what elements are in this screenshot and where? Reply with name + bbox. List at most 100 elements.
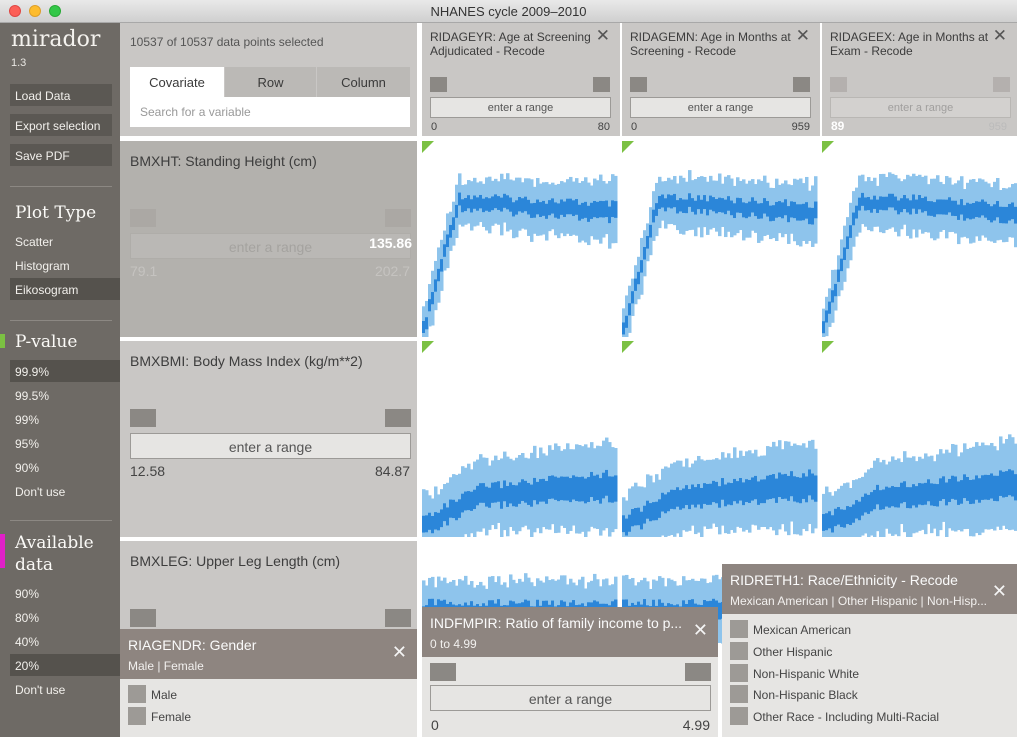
range-max-handle[interactable] bbox=[593, 77, 610, 92]
load-data-button[interactable]: Load Data bbox=[10, 84, 112, 106]
available-data-option[interactable]: 90% bbox=[15, 587, 40, 601]
eikosogram-plot[interactable] bbox=[422, 141, 618, 337]
eikosogram-band-dark bbox=[861, 496, 865, 516]
eikosogram-band-dark bbox=[524, 196, 528, 212]
eikosogram-band-dark bbox=[431, 515, 435, 534]
range-max-handle[interactable] bbox=[385, 609, 411, 627]
range-input[interactable]: enter a range bbox=[130, 233, 411, 259]
significance-marker bbox=[422, 341, 434, 353]
eikosogram-band-dark bbox=[461, 493, 465, 513]
available-data-option[interactable]: 40% bbox=[15, 635, 40, 649]
available-data-option[interactable]: 80% bbox=[15, 611, 40, 625]
eikosogram-band-dark bbox=[1008, 203, 1012, 221]
pvalue-option[interactable]: 90% bbox=[15, 461, 40, 475]
close-icon[interactable]: ✕ bbox=[992, 26, 1007, 45]
eikosogram-band-dark bbox=[766, 475, 770, 500]
row-header: BMXHT: Standing Height (cm) enter a rang… bbox=[120, 141, 417, 337]
eikosogram-band-dark bbox=[422, 515, 426, 533]
eikosogram-band-dark bbox=[733, 478, 737, 502]
eikosogram-band-dark bbox=[987, 474, 991, 500]
available-data-option[interactable]: 20% bbox=[10, 654, 120, 676]
checkbox[interactable] bbox=[730, 707, 748, 725]
eikosogram-band-dark bbox=[933, 202, 937, 217]
eikosogram-band-dark bbox=[724, 199, 728, 215]
range-min-handle[interactable] bbox=[130, 409, 156, 427]
range-max-handle[interactable] bbox=[685, 663, 711, 681]
eikosogram-band-dark bbox=[542, 478, 546, 502]
eikosogram-plot[interactable] bbox=[822, 341, 1017, 537]
eikosogram-band-dark bbox=[909, 200, 913, 215]
checkbox[interactable] bbox=[128, 685, 146, 703]
eikosogram-band-dark bbox=[590, 471, 594, 498]
eikosogram-band-dark bbox=[467, 491, 471, 511]
tab-row[interactable]: Row bbox=[225, 67, 316, 97]
eikosogram-plot[interactable] bbox=[822, 141, 1017, 337]
range-min-handle[interactable] bbox=[130, 609, 156, 627]
close-icon[interactable]: ✕ bbox=[991, 581, 1007, 601]
income-popup: INDFMPIR: Ratio of family income to p...… bbox=[422, 607, 718, 737]
plot-type-histogram[interactable]: Histogram bbox=[15, 259, 70, 273]
tab-covariate[interactable]: Covariate bbox=[130, 67, 224, 97]
eikosogram-band-dark bbox=[446, 507, 450, 526]
close-icon[interactable]: ✕ bbox=[795, 26, 810, 45]
range-min-handle[interactable] bbox=[830, 77, 847, 92]
eikosogram-band-dark bbox=[861, 192, 865, 206]
close-icon[interactable]: ✕ bbox=[595, 26, 610, 45]
close-window-button[interactable] bbox=[9, 5, 21, 17]
eikosogram-plot[interactable] bbox=[422, 341, 618, 537]
pvalue-option[interactable]: 99% bbox=[15, 413, 40, 427]
tab-column[interactable]: Column bbox=[317, 67, 410, 97]
eikosogram-band-dark bbox=[990, 473, 994, 499]
available-data-option-dont-use[interactable]: Don't use bbox=[15, 683, 66, 697]
eikosogram-band-dark bbox=[497, 196, 501, 210]
range-max-handle[interactable] bbox=[385, 409, 411, 427]
save-pdf-button[interactable]: Save PDF bbox=[10, 144, 112, 166]
checkbox[interactable] bbox=[730, 642, 748, 660]
eikosogram-band-dark bbox=[581, 202, 585, 219]
popup-title: RIDRETH1: Race/Ethnicity - Recode bbox=[730, 572, 958, 588]
range-min-handle[interactable] bbox=[630, 77, 647, 92]
available-data-accent-bar bbox=[0, 534, 5, 568]
plot-type-eikosogram[interactable]: Eikosogram bbox=[10, 278, 120, 300]
range-max-handle[interactable] bbox=[993, 77, 1010, 92]
eikosogram-band-dark bbox=[942, 476, 946, 500]
range-max-value: 4.99 bbox=[682, 717, 710, 733]
eikosogram-plot[interactable] bbox=[622, 141, 818, 337]
pvalue-option-dont-use[interactable]: Don't use bbox=[15, 485, 66, 499]
range-max-handle[interactable] bbox=[793, 77, 810, 92]
eikosogram-band-dark bbox=[981, 475, 985, 500]
range-input[interactable]: enter a range bbox=[430, 97, 611, 118]
pvalue-option[interactable]: 99.5% bbox=[15, 389, 50, 403]
eikosogram-band-dark bbox=[906, 487, 910, 509]
range-min-handle[interactable] bbox=[130, 209, 156, 227]
checkbox[interactable] bbox=[730, 664, 748, 682]
eikosogram-band-dark bbox=[897, 487, 901, 508]
eikosogram-band-dark bbox=[491, 196, 495, 211]
eikosogram-band-dark bbox=[443, 244, 447, 257]
eikosogram-band-dark bbox=[575, 476, 579, 502]
eikosogram-band-dark bbox=[996, 201, 1000, 218]
eikosogram-band-dark bbox=[628, 514, 632, 532]
popup-header: INDFMPIR: Ratio of family income to p...… bbox=[422, 607, 718, 657]
range-input[interactable]: enter a range bbox=[830, 97, 1011, 118]
range-input[interactable]: enter a range bbox=[130, 433, 411, 459]
pvalue-option[interactable]: 95% bbox=[15, 437, 40, 451]
minimize-window-button[interactable] bbox=[29, 5, 41, 17]
close-icon[interactable]: ✕ bbox=[391, 642, 407, 662]
zoom-window-button[interactable] bbox=[49, 5, 61, 17]
checkbox[interactable] bbox=[730, 685, 748, 703]
checkbox[interactable] bbox=[128, 707, 146, 725]
eikosogram-band-dark bbox=[482, 198, 486, 213]
checkbox[interactable] bbox=[730, 620, 748, 638]
range-min-handle[interactable] bbox=[430, 77, 447, 92]
search-input[interactable] bbox=[130, 97, 410, 127]
range-input[interactable]: enter a range bbox=[630, 97, 811, 118]
range-max-handle[interactable] bbox=[385, 209, 411, 227]
plot-type-scatter[interactable]: Scatter bbox=[15, 235, 54, 249]
export-selection-button[interactable]: Export selection bbox=[10, 114, 112, 136]
close-icon[interactable]: ✕ bbox=[692, 620, 708, 640]
range-input[interactable]: enter a range bbox=[430, 685, 711, 711]
eikosogram-plot[interactable] bbox=[622, 341, 818, 537]
pvalue-option[interactable]: 99.9% bbox=[10, 360, 120, 382]
range-min-handle[interactable] bbox=[430, 663, 456, 681]
